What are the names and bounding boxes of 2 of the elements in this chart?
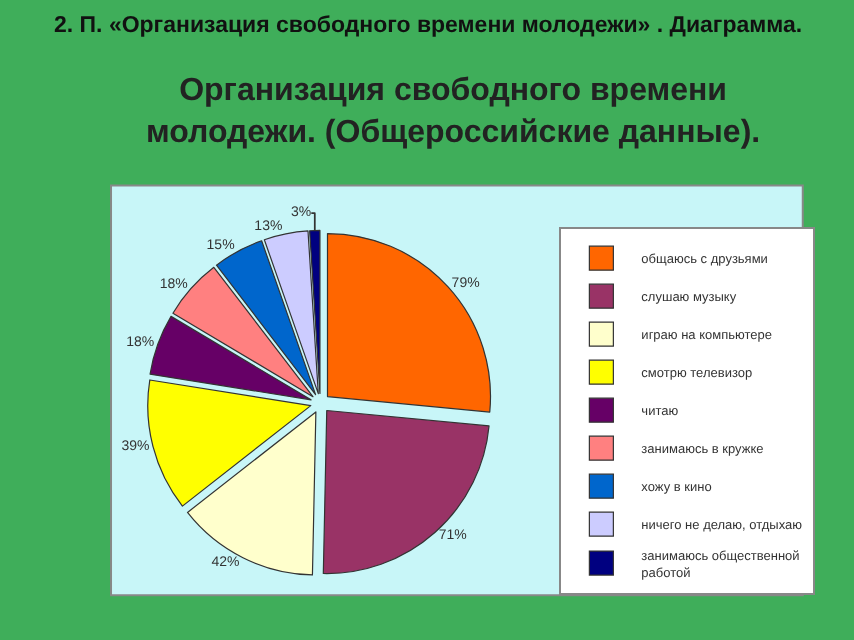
chart-title: 2. П. «Организация свободного времени молодежи» . Диаграмма. bbox=[54, 14, 803, 38]
chart-subtitle: Организация свободного времени молодежи. (Общероссийские данные). bbox=[146, 74, 761, 150]
